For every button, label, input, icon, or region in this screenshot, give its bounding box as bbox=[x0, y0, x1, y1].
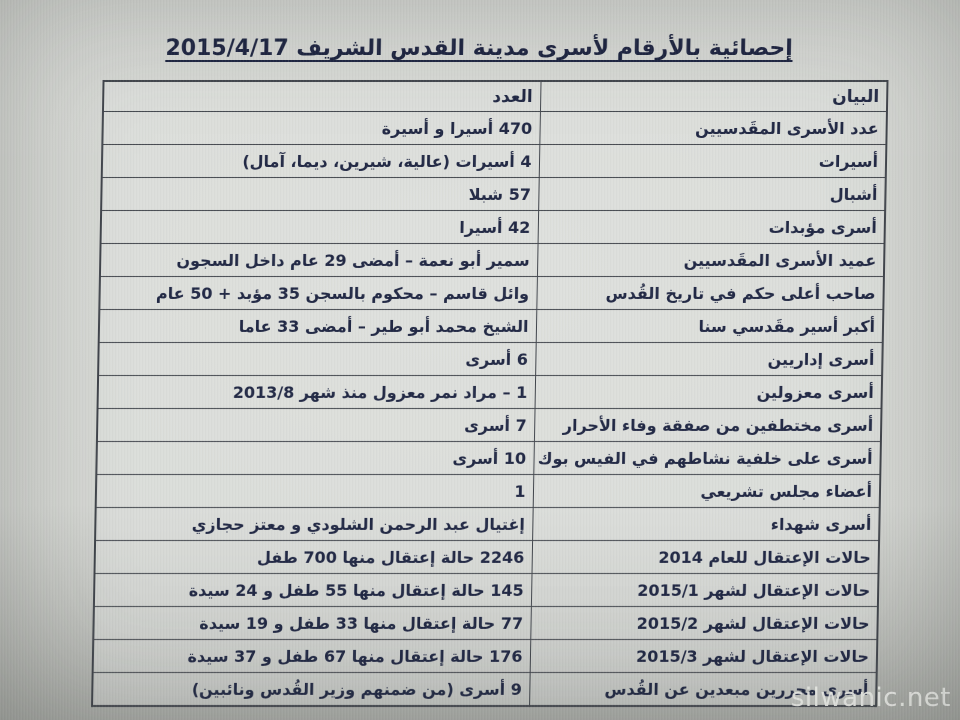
row-label: أسرى على خلفية نشاطهم في الفيس بوك bbox=[533, 441, 881, 475]
row-label: صاحب أعلى حكم في تاريخ القُدس bbox=[536, 276, 884, 310]
table-row: أسرى مؤبدات 42 أسيرا bbox=[100, 210, 886, 244]
table-header-row: البيان العدد bbox=[102, 81, 888, 112]
table-row: أسرى مختطفين من صفقة وفاء الأحرار 7 أسرى bbox=[96, 408, 882, 442]
table-row: أعضاء مجلس تشريعي 1 bbox=[95, 474, 881, 508]
row-value: 42 أسيرا bbox=[100, 210, 539, 244]
row-label: حالات الإعتقال لشهر 2015/2 bbox=[530, 606, 878, 640]
row-label: أكبر أسير مقَدسي سنا bbox=[535, 309, 884, 343]
row-label: حالات الإعتقال للعام 2014 bbox=[531, 540, 880, 574]
watermark: silwanic.net bbox=[790, 683, 951, 713]
row-value: 1 – مراد نمر معزول منذ شهر 2013/8 bbox=[97, 375, 536, 409]
table-row: أسيرات 4 أسيرات (عالية، شيرين، ديما، آمال… bbox=[101, 144, 887, 178]
table-row: حالات الإعتقال لشهر 2015/1 145 حالة إعتقا… bbox=[93, 573, 879, 607]
row-label: أسرى مختطفين من صفقة وفاء الأحرار bbox=[533, 408, 882, 442]
row-value: 10 أسرى bbox=[96, 441, 534, 475]
row-value: 9 أسرى (من ضمنهم وزير القُدس ونائبين) bbox=[92, 672, 530, 706]
row-label: عدد الأسرى المقَدسيين bbox=[539, 111, 887, 145]
row-label: أسرى إداريين bbox=[535, 342, 883, 376]
row-label: أعضاء مجلس تشريعي bbox=[532, 474, 881, 508]
table-row: أسرى شهداء إغتيال عبد الرحمن الشلودي و مع… bbox=[95, 507, 880, 541]
row-value: 1 bbox=[95, 474, 534, 508]
table-row: أشبال 57 شبلا bbox=[101, 177, 886, 211]
row-label: أسرى مؤبدات bbox=[537, 210, 886, 244]
row-value: 6 أسرى bbox=[98, 342, 536, 376]
row-value: إغتيال عبد الرحمن الشلودي و معتز حجازي bbox=[95, 507, 533, 541]
table-row: حالات الإعتقال لشهر 2015/3 176 حالة إعتقا… bbox=[92, 639, 878, 673]
table-row: أسرى محررين مبعدين عن القُدس 9 أسرى (من ض… bbox=[92, 672, 877, 706]
table-row: حالات الإعتقال للعام 2014 2246 حالة إعتقا… bbox=[94, 540, 880, 574]
row-value: سمير أبو نعمة – أمضى 29 عام داخل السجون bbox=[99, 243, 538, 277]
row-value: الشيخ محمد أبو طير – أمضى 33 عاما bbox=[98, 309, 537, 343]
page-title: إحصائية بالأرقام لأسرى مدينة القدس الشري… bbox=[165, 36, 793, 61]
table-row: أسرى على خلفية نشاطهم في الفيس بوك 10 أسر… bbox=[96, 441, 881, 475]
table-row: أسرى إداريين 6 أسرى bbox=[98, 342, 883, 376]
table-row: صاحب أعلى حكم في تاريخ القُدس وائل قاسم –… bbox=[99, 276, 884, 310]
row-label: أسيرات bbox=[538, 144, 887, 178]
row-value: 57 شبلا bbox=[101, 177, 539, 211]
row-label: أشبال bbox=[538, 177, 886, 211]
row-value: 2246 حالة إعتقال منها 700 طفل bbox=[94, 540, 533, 574]
column-header-number: العدد bbox=[102, 81, 541, 112]
row-label: عميد الأسرى المقَدسيين bbox=[536, 243, 885, 277]
row-label: حالات الإعتقال لشهر 2015/1 bbox=[530, 573, 879, 607]
row-label: حالات الإعتقال لشهر 2015/3 bbox=[529, 639, 878, 673]
row-value: 470 أسيرا و أسيرة bbox=[102, 111, 540, 145]
table-row: أسرى معزولين 1 – مراد نمر معزول منذ شهر 2… bbox=[97, 375, 883, 409]
row-value: 145 حالة إعتقال منها 55 طفل و 24 سيدة bbox=[93, 573, 532, 607]
row-value: 4 أسيرات (عالية، شيرين، ديما، آمال) bbox=[101, 144, 540, 178]
table-row: عميد الأسرى المقَدسيين سمير أبو نعمة – أم… bbox=[99, 243, 885, 277]
row-value: 77 حالة إعتقال منها 33 طفل و 19 سيدة bbox=[93, 606, 531, 640]
table-row: أكبر أسير مقَدسي سنا الشيخ محمد أبو طير –… bbox=[98, 309, 884, 343]
row-value: 7 أسرى bbox=[96, 408, 535, 442]
row-label: أسرى شهداء bbox=[532, 507, 880, 541]
table-row: حالات الإعتقال لشهر 2015/2 77 حالة إعتقال… bbox=[93, 606, 878, 640]
row-value: وائل قاسم – محكوم بالسجن 35 مؤبد + 50 عا… bbox=[99, 276, 537, 310]
table-row: عدد الأسرى المقَدسيين 470 أسيرا و أسيرة bbox=[102, 111, 887, 145]
row-label: أسرى معزولين bbox=[534, 375, 883, 409]
stats-table: البيان العدد عدد الأسرى المقَدسيين 470 أس… bbox=[91, 80, 889, 707]
row-value: 176 حالة إعتقال منها 67 طفل و 37 سيدة bbox=[92, 639, 531, 673]
column-header-statement: البيان bbox=[539, 81, 888, 112]
